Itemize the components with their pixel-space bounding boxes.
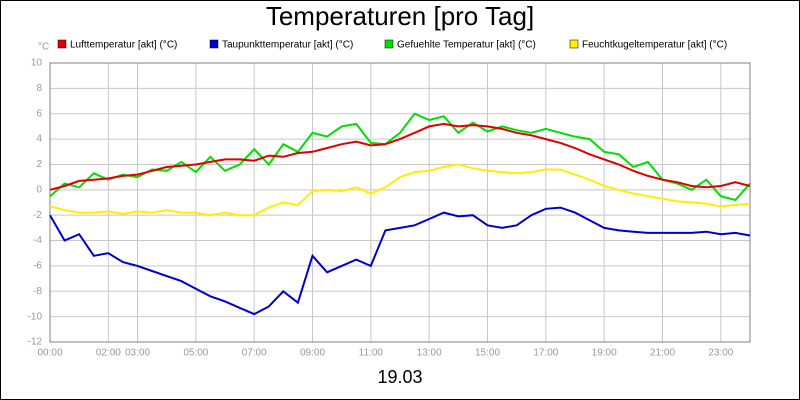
x-tick-label: 02:00 bbox=[96, 348, 121, 359]
series-line bbox=[49, 112, 751, 202]
y-tick-label: 0 bbox=[36, 184, 42, 195]
x-tick-label: 15:00 bbox=[475, 348, 500, 359]
y-tick-label: -8 bbox=[33, 286, 42, 297]
x-tick-label: 23:00 bbox=[708, 348, 733, 359]
x-tick-label: 00:00 bbox=[37, 348, 62, 359]
plot-area bbox=[50, 63, 750, 342]
y-tick-label: 8 bbox=[36, 83, 42, 94]
y-tick-label: 4 bbox=[36, 134, 42, 145]
series-line bbox=[49, 122, 751, 191]
y-tick-label: -12 bbox=[28, 337, 43, 348]
y-tick-label: -4 bbox=[33, 235, 42, 246]
legend-swatch bbox=[57, 39, 67, 49]
y-tick-label: 10 bbox=[31, 58, 43, 69]
series-line bbox=[49, 206, 751, 316]
y-unit: °C bbox=[38, 42, 49, 53]
x-tick-label: 13:00 bbox=[417, 348, 442, 359]
x-tick-label: 09:00 bbox=[300, 348, 325, 359]
x-tick-label: 05:00 bbox=[183, 348, 208, 359]
legend-label: Feuchtkugeltemperatur [akt] (°C) bbox=[582, 40, 727, 51]
x-tick-label: 03:00 bbox=[125, 348, 150, 359]
legend-swatch bbox=[384, 39, 394, 49]
legend-label: Lufttemperatur [akt] (°C) bbox=[70, 40, 177, 51]
chart-title: Temperaturen [pro Tag] bbox=[266, 1, 534, 31]
y-tick-label: -2 bbox=[33, 210, 42, 221]
y-tick-label: 6 bbox=[36, 108, 42, 119]
x-tick-label: 11:00 bbox=[359, 348, 384, 359]
legend-label: Taupunkttemperatur [akt] (°C) bbox=[222, 40, 353, 51]
x-tick-label: 19:00 bbox=[592, 348, 617, 359]
y-tick-label: -10 bbox=[28, 311, 43, 322]
x-tick-label: 17:00 bbox=[533, 348, 558, 359]
x-tick-label: 21:00 bbox=[650, 348, 675, 359]
legend-label: Gefuehlte Temperatur [akt] (°C) bbox=[397, 40, 536, 51]
series-line bbox=[49, 163, 751, 217]
legend-swatch bbox=[209, 39, 219, 49]
x-tick-label: 07:00 bbox=[242, 348, 267, 359]
y-tick-label: 2 bbox=[36, 159, 42, 170]
legend-swatch bbox=[569, 39, 579, 49]
y-tick-label: -6 bbox=[33, 261, 42, 272]
x-axis-label: 19.03 bbox=[377, 367, 422, 387]
plot-border bbox=[49, 62, 751, 343]
